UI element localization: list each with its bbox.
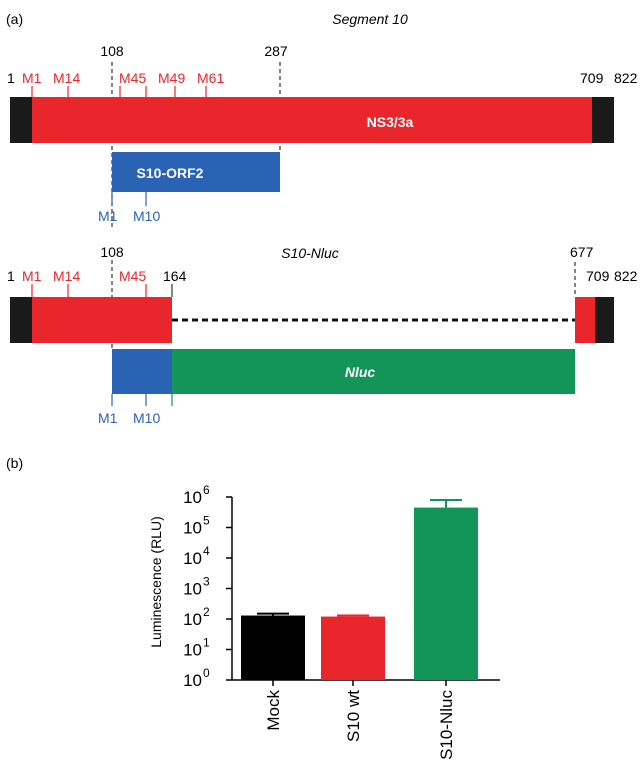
y-tick-exponent: 1 xyxy=(203,636,210,650)
y-axis-label: Luminescence (RLU) xyxy=(148,516,164,648)
y-tick-label: 10 xyxy=(183,549,202,568)
s10-orf2-label: S10-ORF2 xyxy=(137,165,204,181)
marker-m49: M49 xyxy=(158,70,185,86)
ns3-label: NS3/3a xyxy=(367,114,414,130)
marker-m1-bottom: M1 xyxy=(22,268,42,284)
y-tick-label: 10 xyxy=(183,488,202,507)
panel-a-label: (a) xyxy=(6,11,23,27)
s10-nluc-title: S10-Nluc xyxy=(281,245,339,261)
orf2-m10: M10 xyxy=(133,208,160,224)
bar-mock xyxy=(241,615,305,680)
num-164: 164 xyxy=(163,268,187,284)
y-tick-label: 10 xyxy=(183,519,202,538)
utr-3-top xyxy=(592,97,614,143)
bar-s10-nluc xyxy=(414,507,478,680)
x-tick-label: Mock xyxy=(264,690,283,731)
num-709-bottom: 709 xyxy=(586,268,610,284)
ns3-truncated-right xyxy=(575,297,595,343)
num-1-top: 1 xyxy=(7,70,15,86)
orf2-m1: M1 xyxy=(98,208,118,224)
y-tick-label: 10 xyxy=(183,641,202,660)
y-tick-label: 10 xyxy=(183,580,202,599)
nluc-label: Nluc xyxy=(345,364,376,380)
num-108-top: 108 xyxy=(100,43,124,59)
num-709-top: 709 xyxy=(580,70,604,86)
nluc-m1: M1 xyxy=(98,410,118,426)
ns3-bar xyxy=(32,97,592,143)
marker-m14-bottom: M14 xyxy=(53,268,80,284)
nluc-m10: M10 xyxy=(133,410,160,426)
marker-m45-bottom: M45 xyxy=(119,268,146,284)
ns3-truncated-left xyxy=(32,297,172,343)
num-287: 287 xyxy=(264,43,288,59)
x-tick-label: S10-Nluc xyxy=(437,690,456,760)
utr-5-bottom xyxy=(10,297,32,343)
y-tick-label: 10 xyxy=(183,671,202,690)
y-tick-label: 10 xyxy=(183,610,202,629)
y-tick-exponent: 4 xyxy=(203,544,210,558)
num-108-bottom: 108 xyxy=(100,244,124,260)
bar-s10-wt xyxy=(321,616,385,680)
nluc-bar xyxy=(172,349,575,394)
utr-5-top xyxy=(10,97,32,143)
num-822-bottom: 822 xyxy=(614,268,638,284)
panel-b-label: (b) xyxy=(6,455,23,471)
y-tick-exponent: 3 xyxy=(203,575,210,589)
segment-10-title: Segment 10 xyxy=(332,11,408,27)
marker-m61: M61 xyxy=(197,70,224,86)
num-677: 677 xyxy=(570,244,594,260)
y-tick-exponent: 0 xyxy=(203,666,210,680)
y-tick-exponent: 6 xyxy=(203,483,210,497)
s10-orf2-bar xyxy=(112,152,280,192)
marker-m1-top: M1 xyxy=(22,70,42,86)
y-tick-exponent: 2 xyxy=(203,605,210,619)
orf2-fragment xyxy=(112,349,172,394)
y-tick-exponent: 5 xyxy=(203,514,210,528)
utr-3-bottom xyxy=(595,297,614,343)
x-tick-label: S10 wt xyxy=(344,690,363,742)
num-1-bottom: 1 xyxy=(7,268,15,284)
marker-m14-top: M14 xyxy=(53,70,80,86)
marker-m45-top: M45 xyxy=(119,70,146,86)
num-822-top: 822 xyxy=(614,70,638,86)
